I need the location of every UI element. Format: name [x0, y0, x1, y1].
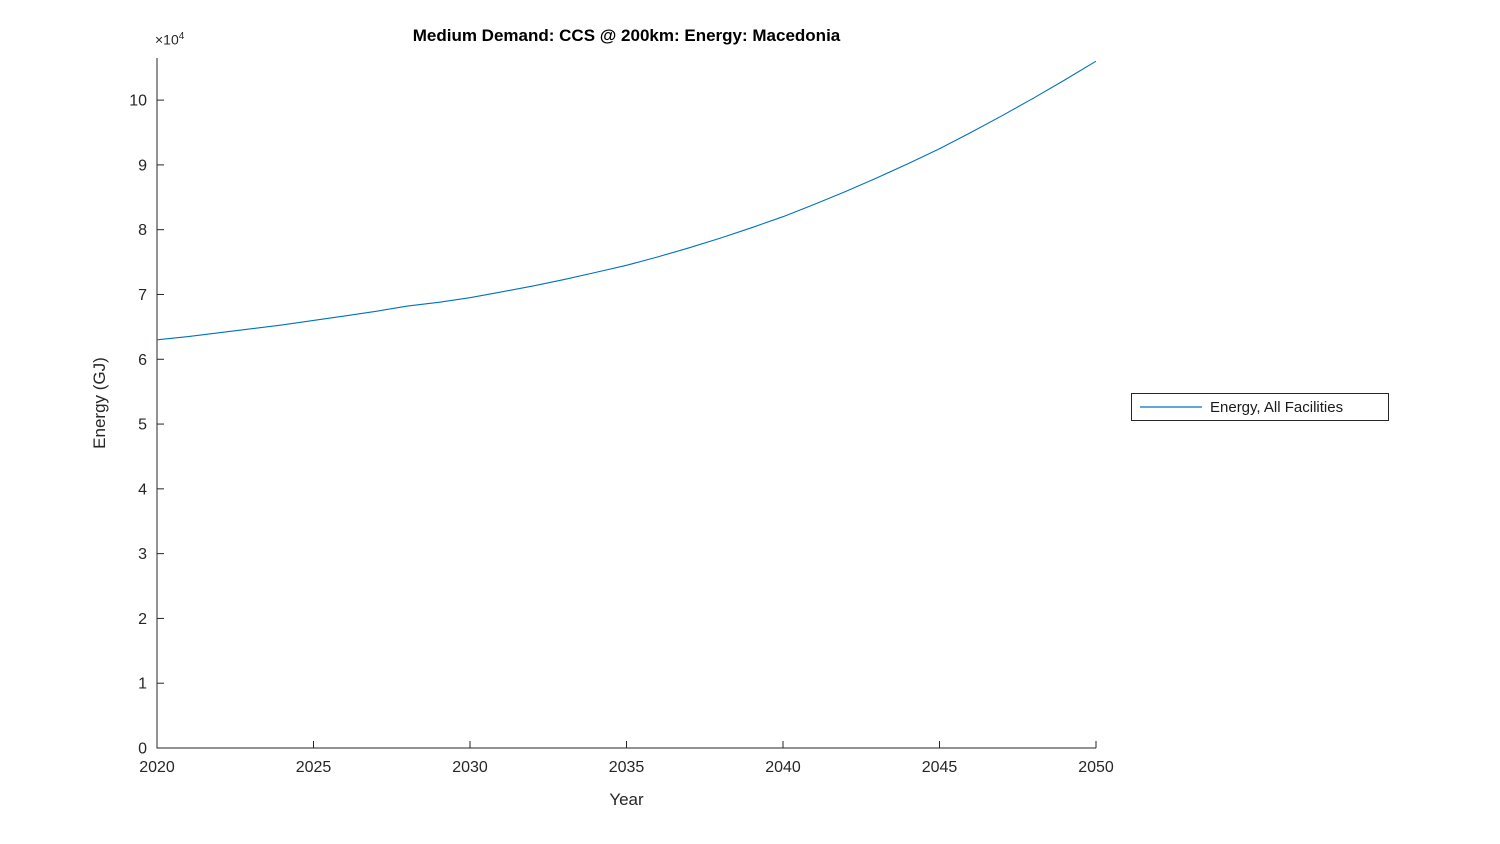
x-tick-label: 2035	[609, 759, 645, 776]
y-tick-label: 3	[138, 546, 147, 563]
y-tick-label: 9	[138, 157, 147, 174]
x-axis-label: Year	[609, 790, 644, 809]
legend: Energy, All Facilities	[1131, 393, 1389, 421]
legend-line-sample	[1140, 405, 1202, 409]
y-axis-multiplier: ×104	[155, 31, 184, 48]
data-line-energy-all-facilities	[156, 60, 1097, 341]
y-tick-label: 5	[138, 417, 147, 434]
y-tick-label: 0	[138, 741, 147, 758]
x-tick-label: 2050	[1078, 759, 1114, 776]
x-tick-label: 2020	[139, 759, 175, 776]
y-axis-label: Energy (GJ)	[90, 357, 109, 449]
y-axis-multiplier-exponent: 4	[178, 31, 185, 42]
x-tick-label: 2025	[296, 759, 332, 776]
x-tick-label: 2030	[452, 759, 488, 776]
y-tick-label: 7	[138, 287, 147, 304]
y-tick-label: 8	[138, 222, 147, 239]
y-tick-label: 10	[129, 93, 147, 110]
y-tick-label: 4	[138, 481, 147, 498]
y-tick-label: 6	[138, 352, 147, 369]
y-tick-label: 2	[138, 611, 147, 628]
x-tick-label: 2045	[922, 759, 958, 776]
chart-title: Medium Demand: CCS @ 200km: Energy: Mace…	[412, 26, 841, 45]
y-tick-label: 1	[138, 676, 147, 693]
legend-label: Energy, All Facilities	[1210, 398, 1344, 416]
x-tick-label: 2040	[765, 759, 801, 776]
y-axis-multiplier-base: ×10	[155, 31, 179, 48]
